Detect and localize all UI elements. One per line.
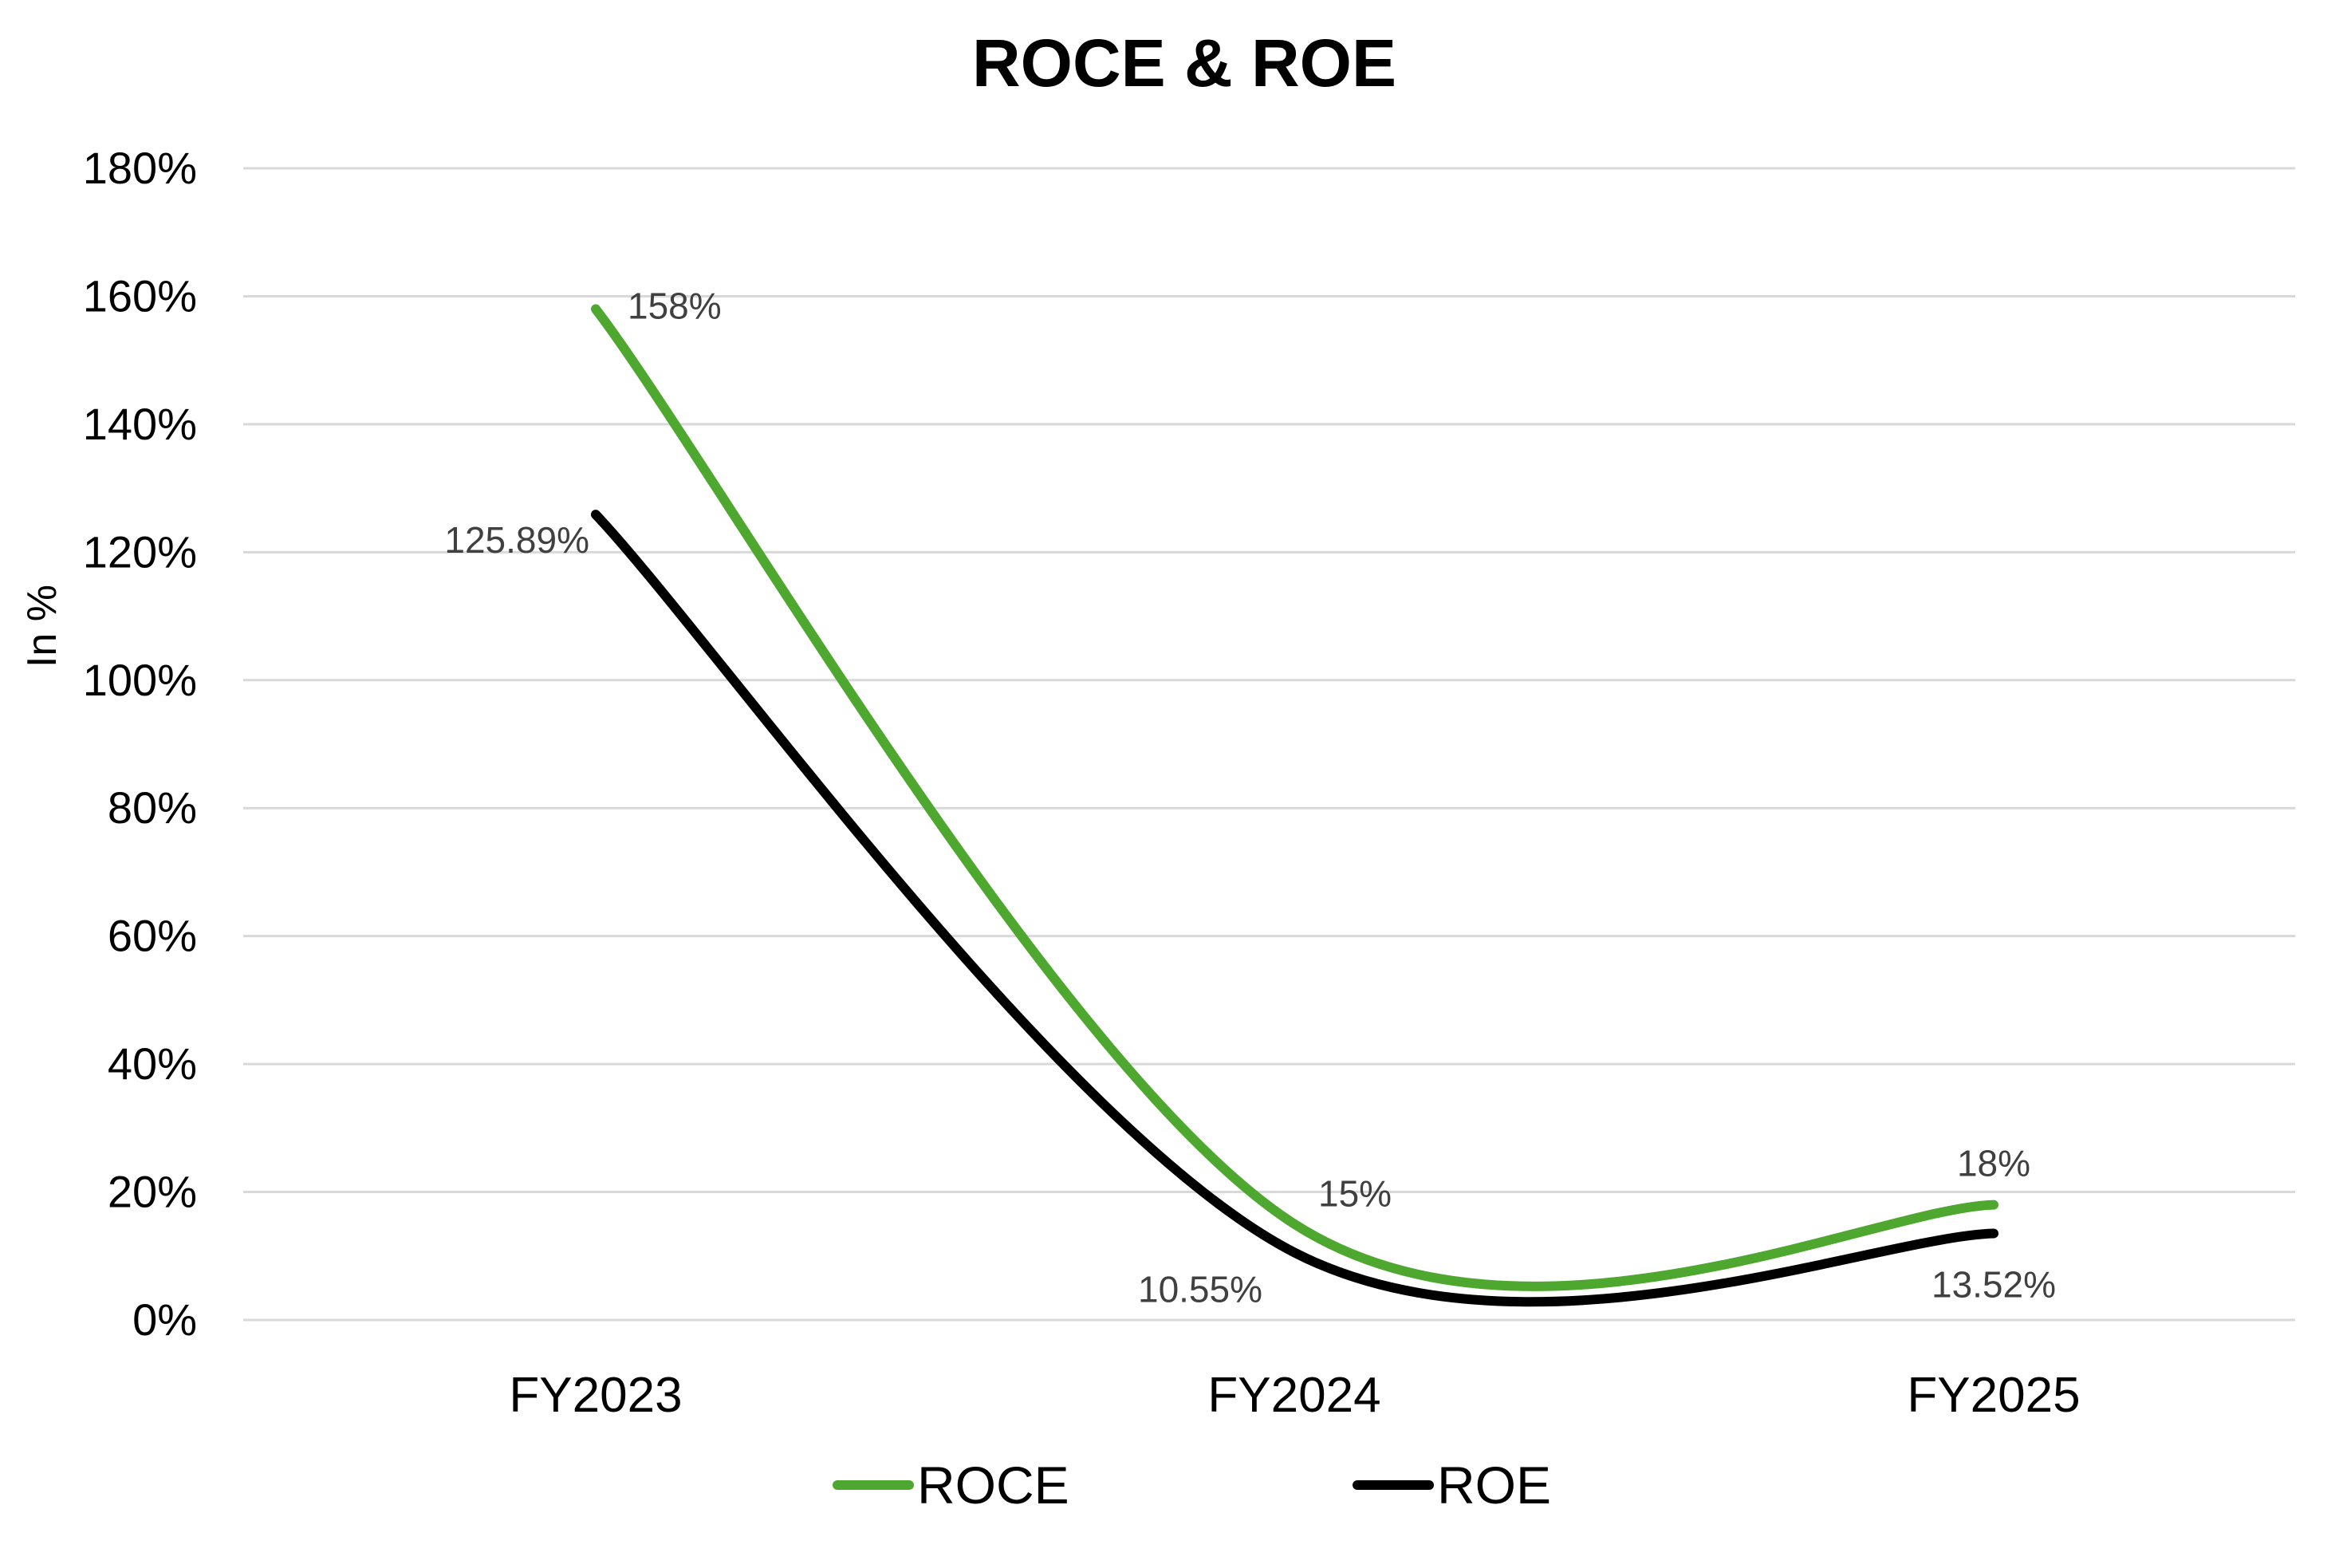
y-tick-label: 140% (83, 399, 197, 449)
y-tick-label: 0% (132, 1294, 197, 1345)
series-lines (591, 304, 1998, 1307)
y-tick-label: 40% (108, 1038, 197, 1089)
x-axis-ticks: FY2023 FY2024 FY2025 (509, 1368, 2080, 1423)
data-labels: 158% 15% 18% 125.89% 10.55% 13.52% (444, 285, 2056, 1310)
legend: ROCE ROE (833, 1456, 1551, 1515)
chart-title: ROCE & ROE (972, 26, 1396, 100)
y-tick-label: 120% (83, 526, 197, 577)
series-line-roce (591, 304, 1998, 1291)
data-label-roe: 125.89% (444, 519, 589, 561)
y-tick-label: 20% (108, 1167, 197, 1217)
data-label-roe: 10.55% (1138, 1268, 1262, 1310)
x-tick-label: FY2024 (1207, 1368, 1380, 1423)
y-tick-label: 180% (83, 143, 197, 193)
y-tick-label: 80% (108, 782, 197, 833)
data-label-roce: 158% (628, 285, 722, 326)
legend-label-roce: ROCE (917, 1456, 1069, 1515)
legend-label-roe: ROE (1437, 1456, 1551, 1515)
data-label-roe: 13.52% (1931, 1264, 2056, 1306)
gridlines (243, 167, 2295, 1322)
y-axis-ticks: 0% 20% 40% 60% 80% 100% 120% 140% 160% 180% (83, 143, 197, 1345)
y-tick-label: 100% (83, 655, 197, 705)
y-tick-label: 160% (83, 270, 197, 321)
y-axis-label: In % (19, 585, 65, 668)
data-label-roce: 15% (1318, 1173, 1392, 1215)
x-tick-label: FY2023 (509, 1368, 682, 1423)
y-tick-label: 60% (108, 911, 197, 961)
x-tick-label: FY2025 (1907, 1368, 2080, 1423)
data-label-roce: 18% (1957, 1143, 2030, 1184)
series-line-roe (591, 510, 1998, 1307)
